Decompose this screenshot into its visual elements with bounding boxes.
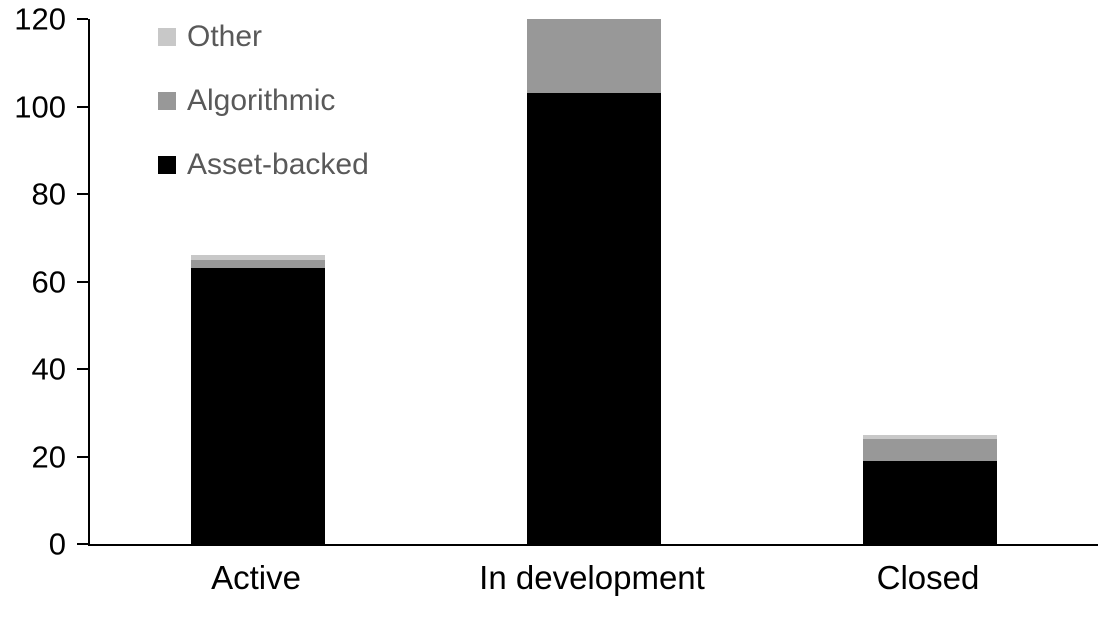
legend-swatch-other bbox=[158, 28, 176, 46]
legend-label-asset-backed: Asset-backed bbox=[187, 148, 369, 181]
y-axis-tick-0 bbox=[77, 543, 88, 545]
category-label-active: Active bbox=[211, 559, 301, 596]
bar-segment-closed-algorithmic bbox=[863, 439, 997, 461]
bar-group-in-development bbox=[426, 19, 762, 544]
legend-label-other: Other bbox=[187, 20, 263, 53]
y-axis-tick-20 bbox=[77, 455, 88, 458]
bar-closed bbox=[863, 19, 997, 544]
bar-segment-active-algorithmic bbox=[191, 259, 325, 269]
legend-label-algorithmic: Algorithmic bbox=[187, 84, 336, 117]
legend-swatch-asset-backed bbox=[158, 156, 176, 174]
y-axis-tick-label-40: 40 bbox=[31, 351, 66, 387]
y-axis-tick-80 bbox=[77, 193, 88, 196]
legend-swatch-algorithmic bbox=[158, 92, 176, 110]
legend-item-other: Other bbox=[158, 22, 369, 52]
bar-segment-active-other bbox=[191, 255, 325, 260]
y-axis-tick-label-80: 80 bbox=[31, 176, 66, 212]
y-axis-tick-label-60: 60 bbox=[31, 264, 66, 299]
y-axis-tick-100 bbox=[77, 105, 88, 108]
legend-item-asset-backed: Asset-backed bbox=[158, 150, 369, 180]
plot-area: 0 20 40 60 80 100 120 bbox=[14, 4, 1098, 560]
bar-group-closed bbox=[762, 19, 1098, 544]
y-axis-tick-60 bbox=[77, 280, 88, 283]
legend-item-algorithmic: Algorithmic bbox=[158, 86, 369, 116]
bars-container bbox=[90, 19, 1098, 544]
bar-segment-closed-other bbox=[863, 434, 997, 439]
chart-legend: Other Algorithmic Asset-backed bbox=[158, 22, 369, 180]
category-label-closed: Closed bbox=[876, 559, 980, 596]
bar-segment-in-development-algorithmic bbox=[527, 19, 661, 94]
y-axis-tick-label-20: 20 bbox=[31, 439, 66, 474]
bar-in-development bbox=[527, 19, 661, 544]
x-axis-labels: Active In development Closed bbox=[88, 558, 1096, 598]
bar-segment-closed-asset-backed bbox=[863, 460, 997, 544]
category-label-in-development: In development bbox=[479, 559, 705, 596]
y-axis-tick-label-120: 120 bbox=[14, 1, 66, 37]
bar-segment-in-development-asset-backed bbox=[527, 93, 661, 544]
bar-active bbox=[191, 19, 325, 544]
y-axis-tick-label-100: 100 bbox=[14, 89, 66, 124]
y-axis-tick-label-0: 0 bbox=[48, 526, 66, 562]
bar-group-active bbox=[90, 19, 426, 544]
y-axis-tick-40 bbox=[77, 368, 88, 371]
bar-segment-active-asset-backed bbox=[191, 268, 325, 544]
y-axis-tick-120 bbox=[77, 18, 88, 20]
